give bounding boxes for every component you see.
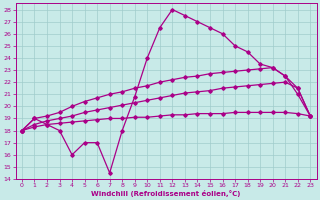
X-axis label: Windchill (Refroidissement éolien,°C): Windchill (Refroidissement éolien,°C) xyxy=(92,190,241,197)
